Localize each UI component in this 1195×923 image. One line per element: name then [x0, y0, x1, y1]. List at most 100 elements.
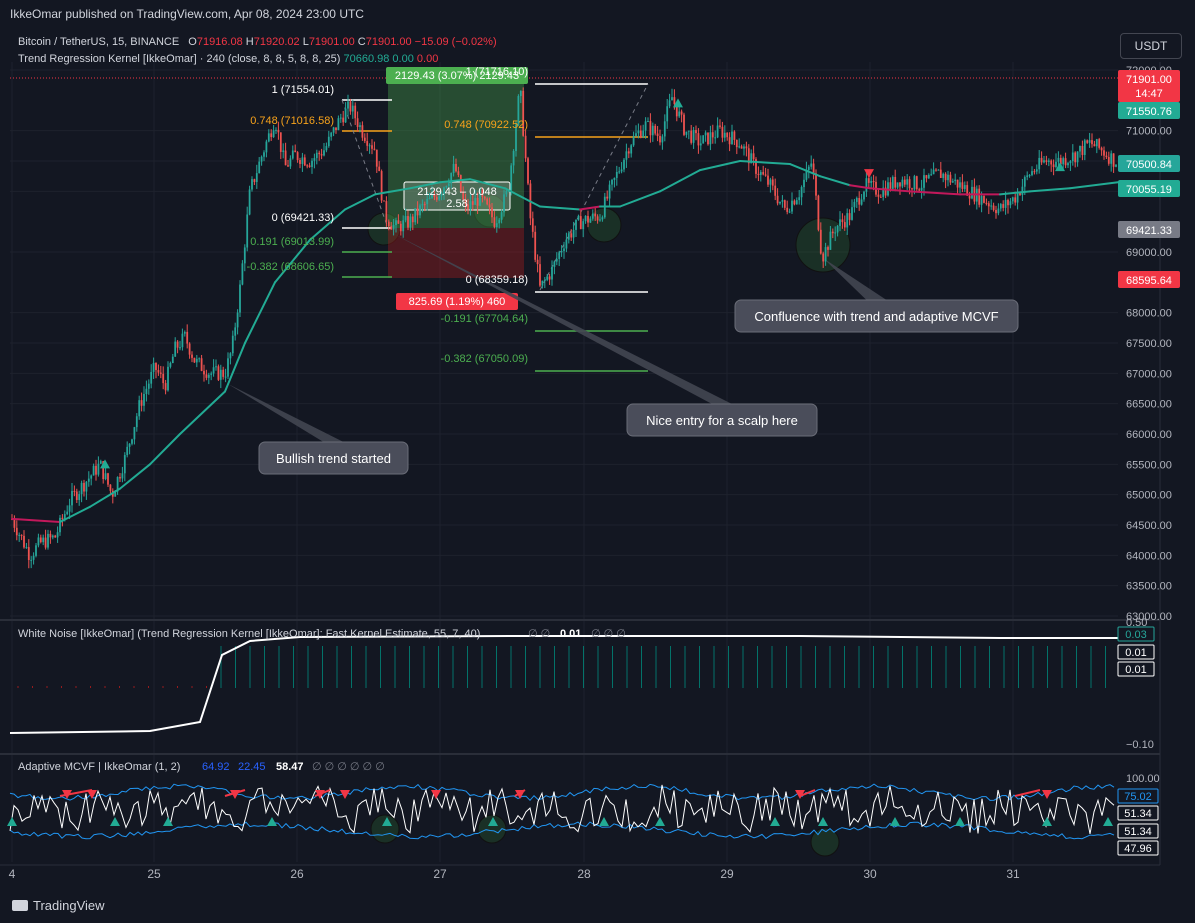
candle-body [855, 197, 858, 202]
candle-body [963, 185, 966, 189]
symbol-name: Bitcoin / TetherUS, 15, BINANCE [18, 36, 180, 48]
candle-body [167, 366, 169, 391]
candle-body [445, 186, 448, 188]
candle-body [899, 182, 901, 187]
fib-right-label: 0.748 (70922.52) [444, 119, 528, 131]
candle-body [308, 165, 311, 167]
candle-body [927, 174, 930, 179]
white-noise-tag [1117, 626, 1155, 642]
mcvf-signal-triangle [7, 817, 17, 826]
currency-button[interactable]: USDT [1120, 33, 1182, 59]
candle-body [522, 90, 525, 136]
candle-body [901, 179, 904, 187]
candle-body [1026, 175, 1029, 178]
candle-body [860, 199, 863, 205]
candle-body [104, 473, 107, 480]
candle-body [123, 455, 126, 474]
candle-body [695, 130, 697, 134]
candle-body [272, 130, 275, 138]
candle-body [219, 369, 222, 380]
white-noise-axis-bottom: −0.10 [1126, 739, 1154, 751]
candle-body [339, 117, 342, 119]
kernel-line-segment [659, 169, 701, 193]
candle-body [781, 200, 784, 202]
candle-body [18, 534, 21, 536]
white-noise-zeros: ∅ ∅ ∅ [591, 628, 626, 640]
candle-body [380, 171, 383, 201]
candle-body [587, 215, 589, 223]
candle-body [344, 108, 347, 123]
candle-body [779, 201, 781, 204]
tradingview-logo[interactable]: TradingView [12, 898, 105, 913]
candle-body [762, 172, 765, 175]
callout-scalp-text: Nice entry for a scalp here [646, 413, 798, 428]
symbol-legend[interactable]: Bitcoin / TetherUS, 15, BINANCE O71916.0… [18, 36, 497, 48]
candle-body [951, 181, 954, 183]
candle-body [536, 259, 539, 265]
price-tick: 66500.00 [1126, 399, 1172, 411]
candle-body [747, 148, 750, 164]
candle-body [414, 208, 417, 223]
candle-body [80, 482, 83, 495]
candle-body [819, 229, 822, 254]
candle-body [128, 443, 131, 447]
fib-right-trendline [539, 83, 649, 291]
signal-triangle [864, 169, 874, 179]
candle-body [697, 133, 700, 146]
kernel-line-segment [849, 184, 871, 190]
candle-body [601, 217, 604, 220]
candle-body [663, 121, 666, 137]
candle-body [805, 169, 808, 180]
white-noise-tag-label: 0.01 [1125, 664, 1146, 676]
mcvf-axis-top: 100.00 [1126, 773, 1160, 785]
candle-body [553, 261, 556, 267]
price-tag-label: 71550.76 [1126, 106, 1172, 118]
candle-body [500, 212, 503, 220]
mcvf-signal-triangle [655, 817, 665, 826]
candle-body [313, 158, 316, 161]
indicator-legend[interactable]: Trend Regression Kernel [IkkeOmar] · 240… [18, 53, 438, 65]
candle-body [155, 362, 157, 371]
candle-body [20, 534, 23, 536]
mcvf-signal-triangle [795, 790, 805, 799]
candle-body [284, 150, 287, 166]
candle-body [625, 151, 628, 160]
candle-body [1055, 161, 1057, 168]
candle-body [260, 156, 263, 162]
candle-body [411, 216, 414, 223]
close-label: C [357, 36, 366, 48]
candle-body [836, 225, 839, 233]
candle-body [966, 185, 969, 196]
candle-body [954, 179, 957, 182]
candle-body [54, 535, 57, 538]
candle-body [615, 171, 618, 178]
candle-body [659, 135, 661, 143]
candle-body [776, 195, 779, 204]
candle-body [510, 165, 513, 191]
candle-body [342, 117, 345, 123]
mcvf-tag-label: 75.02 [1124, 791, 1152, 803]
candle-body [13, 519, 16, 528]
candle-body [87, 478, 90, 482]
callout-scalp-pointer [392, 233, 732, 404]
mcvf-overbought-segment [799, 789, 816, 797]
candle-body [371, 145, 373, 149]
candle-body [834, 232, 837, 234]
candle-body [687, 130, 690, 132]
candle-body [191, 354, 193, 358]
candle-body [1059, 157, 1062, 165]
white-noise-tag [1117, 644, 1155, 660]
candle-body [320, 154, 323, 156]
candle-body [498, 219, 501, 224]
candle-body [783, 200, 786, 208]
kernel-line-segment [819, 175, 851, 187]
candle-body [1093, 144, 1096, 147]
mcvf-signal-triangle [1042, 790, 1052, 799]
candle-body [210, 373, 213, 375]
candle-body [68, 505, 71, 512]
price-tag [1118, 180, 1180, 197]
candle-body [75, 491, 78, 500]
candle-body [135, 416, 138, 428]
candle-body [462, 191, 465, 200]
